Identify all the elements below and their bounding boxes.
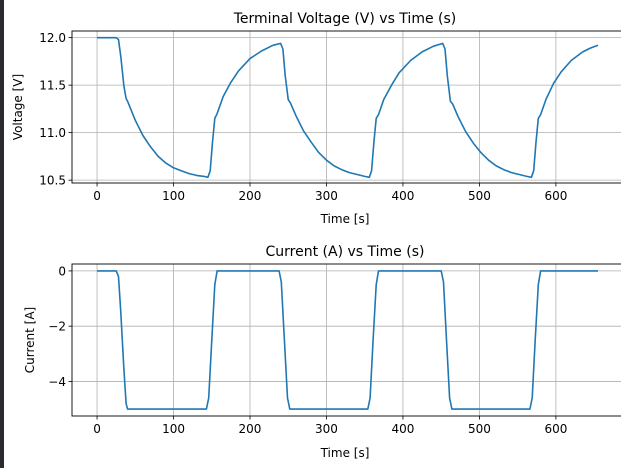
y-tick-label: 0 [58,264,66,278]
x-tick-label: 400 [391,189,414,203]
current-chart-title: Current (A) vs Time (s) [266,244,425,260]
x-tick-label: 100 [162,422,185,436]
x-tick-label: 200 [239,189,262,203]
x-tick-label: 500 [468,422,491,436]
x-tick-label: 200 [239,422,262,436]
current-subplot: Current (A) vs Time (s) Time [s] Current… [23,244,621,460]
current-series-line [97,270,598,410]
voltage-y-axis-label: Voltage [V] [11,74,25,140]
axes-frame [71,30,621,184]
window-edge [0,0,4,468]
y-tick-label: 11.0 [39,126,66,140]
x-tick-label: 100 [162,189,185,203]
x-tick-label: 500 [468,189,491,203]
voltage-subplot: Terminal Voltage (V) vs Time (s) Time [s… [11,11,621,226]
y-tick-label: 10.5 [39,174,66,188]
current-x-axis-label: Time [s] [320,446,370,460]
voltage-chart-title: Terminal Voltage (V) vs Time (s) [233,11,457,27]
x-tick-label: 0 [93,189,101,203]
axes-frame [71,263,621,417]
x-tick-label: 600 [544,422,567,436]
voltage-x-axis-label: Time [s] [320,212,370,226]
x-tick-label: 300 [315,189,338,203]
y-tick-label: −4 [48,375,66,389]
y-tick-label: 12.0 [39,31,66,45]
x-tick-label: 400 [391,422,414,436]
x-tick-label: 600 [544,189,567,203]
y-tick-label: −2 [48,320,66,334]
x-tick-label: 0 [93,422,101,436]
current-y-axis-label: Current [A] [23,307,37,373]
y-tick-label: 11.5 [39,79,66,93]
x-tick-label: 300 [315,422,338,436]
voltage-series-line [97,36,599,179]
